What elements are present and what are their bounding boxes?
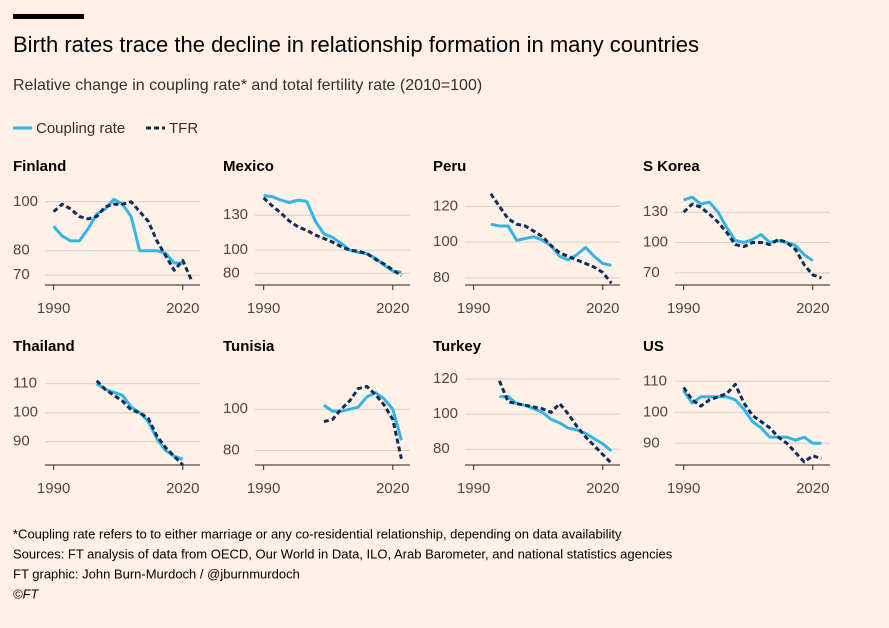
footnote: FT graphic: John Burn-Murdoch / @jburnmu… [13,566,300,581]
x-tick-label: 1990 [457,300,490,317]
legend-label: Coupling rate [36,120,125,137]
x-tick-label: 2020 [586,480,619,497]
series-line [499,395,613,453]
panel-title: Mexico [223,158,274,175]
panel: Peru 80 100 120 1990 2020 [433,158,620,317]
y-tick-label: 70 [643,264,660,281]
series-line [682,382,822,464]
series-line [682,389,822,445]
y-tick-label: 100 [643,403,668,420]
y-tick-label: 120 [433,370,458,387]
y-tick-label: 130 [223,206,248,223]
panel-title: US [643,338,664,355]
x-tick-label: 2020 [376,300,409,317]
x-tick-label: 1990 [37,300,70,317]
panel: Thailand 90 100 110 1990 2020 [13,338,200,497]
series-line [323,391,403,441]
x-tick-label: 1990 [667,480,700,497]
panel: Finland 70 80 100 1990 2020 [13,158,200,317]
x-tick-label: 1990 [457,480,490,497]
panel: Tunisia 80 100 1990 2020 [223,338,410,497]
panel: US 90 100 110 1990 2020 [643,338,830,497]
x-tick-label: 2020 [796,480,829,497]
y-tick-label: 90 [643,434,660,451]
series-line [52,197,183,265]
y-tick-label: 110 [643,372,667,389]
x-tick-label: 1990 [247,480,280,497]
panel-title: Thailand [13,338,75,355]
panel: S Korea 70 100 130 1990 2020 [643,158,830,317]
x-tick-label: 1990 [247,300,280,317]
series-line [95,379,184,467]
y-tick-label: 100 [13,193,38,210]
y-tick-label: 80 [223,264,240,281]
series-line [683,195,814,262]
x-tick-label: 2020 [796,300,829,317]
y-tick-label: 80 [223,442,240,459]
x-tick-label: 2020 [376,480,409,497]
footnote: ©FT [13,586,40,601]
series-line [498,380,613,465]
x-tick-label: 1990 [667,300,700,317]
y-tick-label: 80 [433,269,450,286]
y-tick-label: 110 [13,375,37,392]
series-line [52,200,193,281]
y-tick-label: 100 [643,234,668,251]
x-tick-label: 2020 [166,300,199,317]
x-tick-label: 2020 [166,480,199,497]
panel-title: Finland [13,158,66,175]
y-tick-label: 100 [433,233,458,250]
footnote: *Coupling rate refers to to either marri… [13,526,622,541]
y-tick-label: 100 [433,405,458,422]
y-tick-label: 70 [13,266,30,283]
y-tick-label: 100 [13,404,38,421]
x-tick-label: 1990 [37,480,70,497]
panel-title: Turkey [433,338,482,355]
y-tick-label: 130 [643,203,668,220]
panel-title: Peru [433,158,466,175]
y-tick-label: 80 [433,440,450,457]
footnote: Sources: FT analysis of data from OECD, … [13,546,673,561]
panel: Mexico 80 100 130 1990 2020 [223,158,410,317]
series-line [489,192,613,285]
panel: Turkey 80 100 120 1990 2020 [433,338,620,497]
y-tick-label: 100 [223,400,248,417]
y-tick-label: 120 [433,197,458,214]
series-line [262,196,403,277]
series-line [263,194,402,274]
y-tick-label: 90 [13,433,30,450]
page-title: Birth rates trace the decline in relatio… [13,32,699,57]
legend: Coupling rate TFR [13,120,198,137]
y-tick-label: 100 [223,241,248,258]
panel-title: Tunisia [223,338,275,355]
y-tick-label: 80 [13,242,30,259]
brand-bar [13,14,84,19]
legend-label: TFR [169,120,198,137]
series-line [323,385,403,460]
panel-title: S Korea [643,158,700,175]
series-line [95,382,184,461]
page-subtitle: Relative change in coupling rate* and to… [13,77,482,94]
series-line [682,202,822,280]
x-tick-label: 2020 [586,300,619,317]
